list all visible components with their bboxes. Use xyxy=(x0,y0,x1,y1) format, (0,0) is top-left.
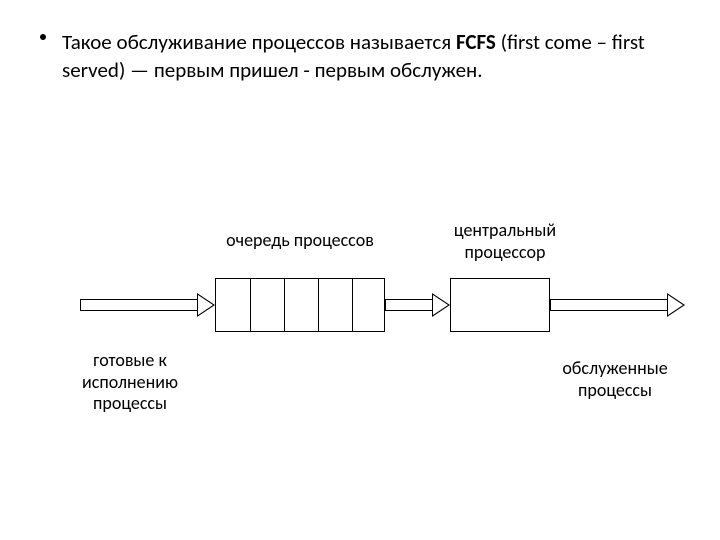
bullet-bold: FCFS xyxy=(456,29,496,55)
arrow-outgoing xyxy=(550,295,690,315)
label-queue: очередь процессов xyxy=(200,230,400,252)
queue-divider xyxy=(284,279,285,331)
arrow-to-cpu xyxy=(385,295,455,315)
arrow-head-icon xyxy=(197,293,215,317)
arrow-head-icon xyxy=(432,293,450,317)
label-served: обслуженные процессы xyxy=(540,358,690,401)
arrow-incoming xyxy=(80,295,220,315)
queue-divider xyxy=(250,279,251,331)
label-ready-l2: исполнению xyxy=(82,371,178,393)
label-ready: готовые к исполнению процессы xyxy=(65,350,195,415)
cpu-box xyxy=(450,278,550,332)
arrow-shaft xyxy=(385,299,433,311)
label-cpu-line2: процессор xyxy=(465,241,546,263)
bullet-text: Такое обслуживание процессов называется … xyxy=(62,28,662,85)
arrow-shaft xyxy=(550,299,668,311)
label-cpu: центральный процессор xyxy=(440,220,570,263)
label-queue-text: очередь процессов xyxy=(226,229,374,251)
arrow-head-icon xyxy=(667,293,685,317)
label-ready-l1: готовые к xyxy=(93,349,167,371)
label-served-l1: обслуженные xyxy=(562,357,667,379)
queue-divider xyxy=(318,279,319,331)
bullet-pre: Такое обслуживание процессов называется xyxy=(62,29,456,55)
bullet-marker xyxy=(40,34,46,40)
label-cpu-line1: центральный xyxy=(454,219,556,241)
bullet-item: Такое обслуживание процессов называется … xyxy=(62,28,662,85)
queue-divider xyxy=(352,279,353,331)
label-served-l2: процессы xyxy=(578,379,652,401)
arrow-shaft xyxy=(80,299,198,311)
fcfs-diagram: очередь процессов центральный процессор … xyxy=(60,210,680,430)
queue-box xyxy=(215,278,385,332)
label-ready-l3: процессы xyxy=(93,392,167,414)
